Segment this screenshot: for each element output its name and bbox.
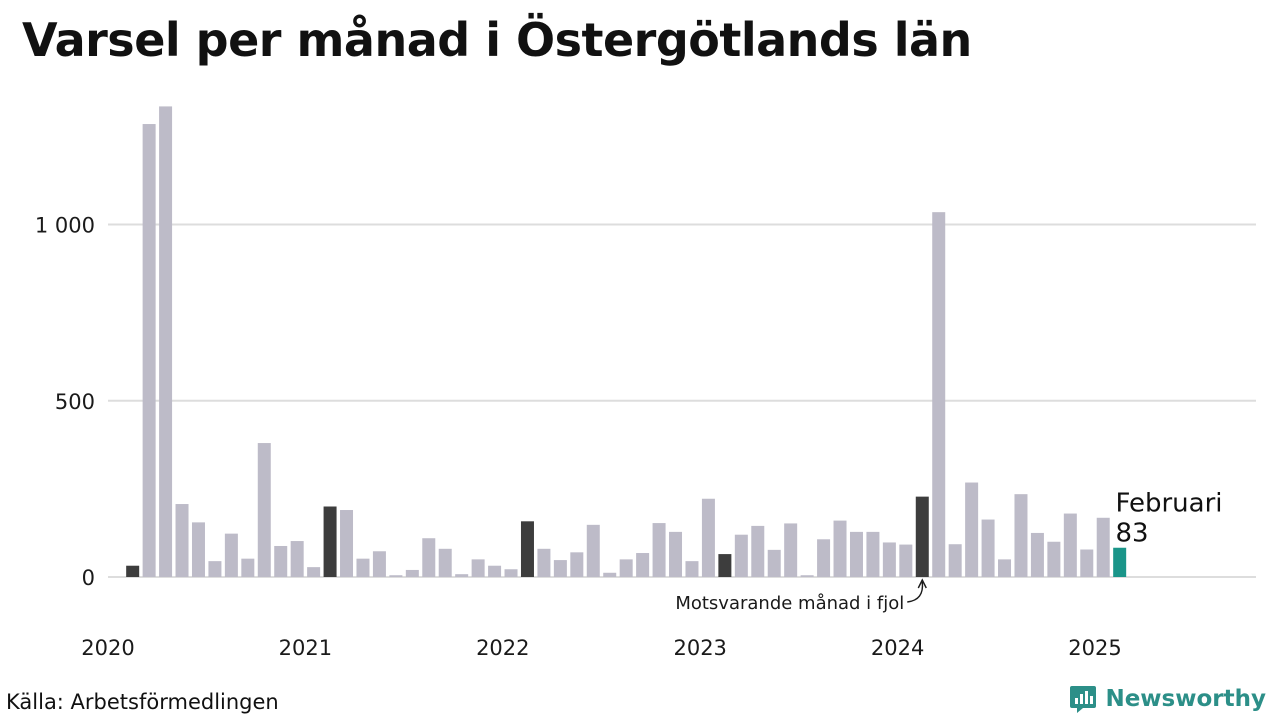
- bar: [570, 552, 584, 577]
- bar: [1030, 532, 1044, 577]
- bar: [208, 561, 222, 577]
- brand-logo: Newsworthy: [1069, 684, 1266, 714]
- annotation-arrow: [907, 581, 924, 603]
- x-tick-label: 2023: [673, 636, 726, 660]
- x-tick-label: 2025: [1068, 636, 1121, 660]
- bar: [323, 506, 337, 577]
- bar: [965, 482, 979, 577]
- bar: [488, 565, 502, 577]
- bar: [274, 545, 288, 577]
- bar: [159, 106, 173, 577]
- x-tick-label: 2022: [476, 636, 529, 660]
- bar: [1113, 547, 1127, 577]
- bar: [619, 559, 633, 577]
- y-axis-ticks: 0 500 1 000: [35, 214, 95, 591]
- x-tick-label: 2021: [279, 636, 332, 660]
- bar: [471, 559, 485, 577]
- bar: [734, 534, 748, 577]
- y-tick-label: 1 000: [35, 214, 95, 238]
- x-tick-label: 2020: [81, 636, 134, 660]
- bar: [504, 569, 518, 577]
- bar: [241, 558, 255, 577]
- bar: [290, 541, 304, 577]
- bar: [718, 554, 732, 577]
- bar: [636, 553, 650, 577]
- bar: [817, 539, 831, 577]
- x-tick-label: 2024: [871, 636, 924, 660]
- chart-title: Varsel per månad i Östergötlands län: [22, 13, 972, 67]
- bar: [1063, 513, 1077, 577]
- bar: [767, 549, 781, 577]
- bar: [603, 572, 617, 577]
- grid-lines: [108, 223, 1256, 578]
- bar: [1080, 549, 1094, 577]
- bar: [701, 498, 715, 577]
- bar: [915, 496, 929, 577]
- bar: [1047, 541, 1061, 577]
- bar: [948, 544, 962, 577]
- bar: [422, 538, 436, 577]
- bar: [1014, 494, 1028, 577]
- bar-chart-speech-bubble-icon: [1070, 686, 1097, 713]
- bar: [652, 523, 666, 577]
- bar: [126, 565, 140, 577]
- bar: [224, 533, 238, 577]
- bar: [307, 567, 321, 577]
- bar: [537, 548, 551, 577]
- bar: [553, 560, 567, 577]
- bar: [191, 522, 205, 577]
- bar: [800, 575, 814, 577]
- bar: [784, 523, 798, 577]
- bar: [405, 569, 419, 577]
- bar: [438, 548, 452, 577]
- bar: [356, 558, 370, 577]
- bar: [866, 531, 880, 577]
- bar: [340, 510, 354, 577]
- bar: [389, 575, 403, 577]
- bar: [932, 212, 946, 577]
- source-note: Källa: Arbetsförmedlingen: [6, 690, 279, 714]
- bar: [175, 504, 189, 577]
- bar: [998, 559, 1012, 577]
- bar: [899, 544, 913, 577]
- bar: [751, 525, 765, 577]
- latest-value-label: 83: [1115, 519, 1148, 549]
- bar: [849, 531, 863, 577]
- bar: [520, 521, 534, 577]
- bar: [1096, 517, 1110, 577]
- bar: [455, 574, 469, 577]
- bar: [142, 124, 156, 577]
- brand-name: Newsworthy: [1105, 686, 1266, 712]
- y-tick-label: 500: [55, 390, 95, 414]
- annotation-label: Motsvarande månad i fjol: [675, 593, 904, 614]
- bar: [586, 524, 600, 577]
- x-axis-ticks: 2020 2021 2022 2023 2024 2025: [81, 636, 1121, 660]
- bar: [669, 531, 683, 577]
- bars: [126, 106, 1127, 577]
- y-tick-label: 0: [82, 566, 95, 590]
- bar: [257, 443, 271, 577]
- bar: [685, 561, 699, 577]
- bar: [372, 551, 386, 577]
- bar: [882, 542, 896, 577]
- bar: [833, 520, 847, 577]
- latest-month-label: Februari: [1115, 489, 1222, 519]
- annotation-arrowhead: [917, 578, 927, 589]
- bar: [981, 519, 995, 577]
